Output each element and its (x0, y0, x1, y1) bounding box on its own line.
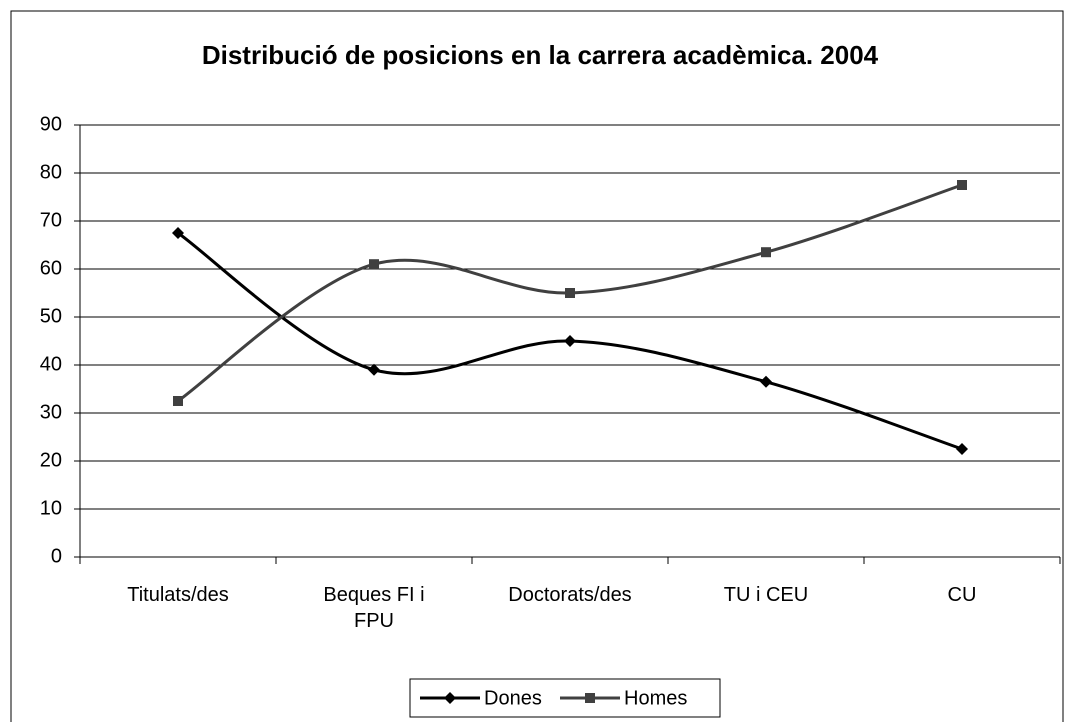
marker (173, 396, 183, 406)
marker (565, 288, 575, 298)
x-tick-label: Doctorats/des (508, 584, 632, 606)
marker (368, 363, 380, 376)
y-tick-label: 80 (40, 161, 62, 183)
y-tick-label: 40 (40, 353, 62, 375)
marker (957, 180, 967, 190)
x-tick-label: TU i CEU (723, 584, 809, 606)
y-tick-label: 20 (40, 449, 62, 471)
legend-marker (585, 693, 595, 703)
y-tick-label: 50 (40, 305, 62, 327)
marker (369, 259, 379, 270)
marker (760, 375, 772, 388)
x-tick-label: Titulats/des (127, 584, 229, 606)
chart-border (10, 10, 1064, 722)
legend-marker (444, 692, 456, 704)
marker (564, 335, 576, 347)
x-tick-label: CU (947, 584, 977, 606)
x-tick-label: Beques FI i FPU (323, 584, 425, 632)
y-tick-label: 60 (40, 257, 62, 279)
y-tick-label: 70 (40, 209, 62, 231)
y-tick-label: 0 (51, 545, 62, 567)
marker (761, 247, 771, 258)
y-tick-label: 90 (40, 113, 62, 135)
legend-label: Homes (624, 687, 687, 709)
marker (956, 443, 968, 455)
chart-title: Distribució de posicions en la carrera a… (202, 40, 879, 70)
y-tick-label: 30 (40, 401, 62, 423)
marker (172, 227, 184, 239)
y-tick-label: 10 (40, 497, 62, 519)
legend-label: Dones (484, 687, 542, 709)
